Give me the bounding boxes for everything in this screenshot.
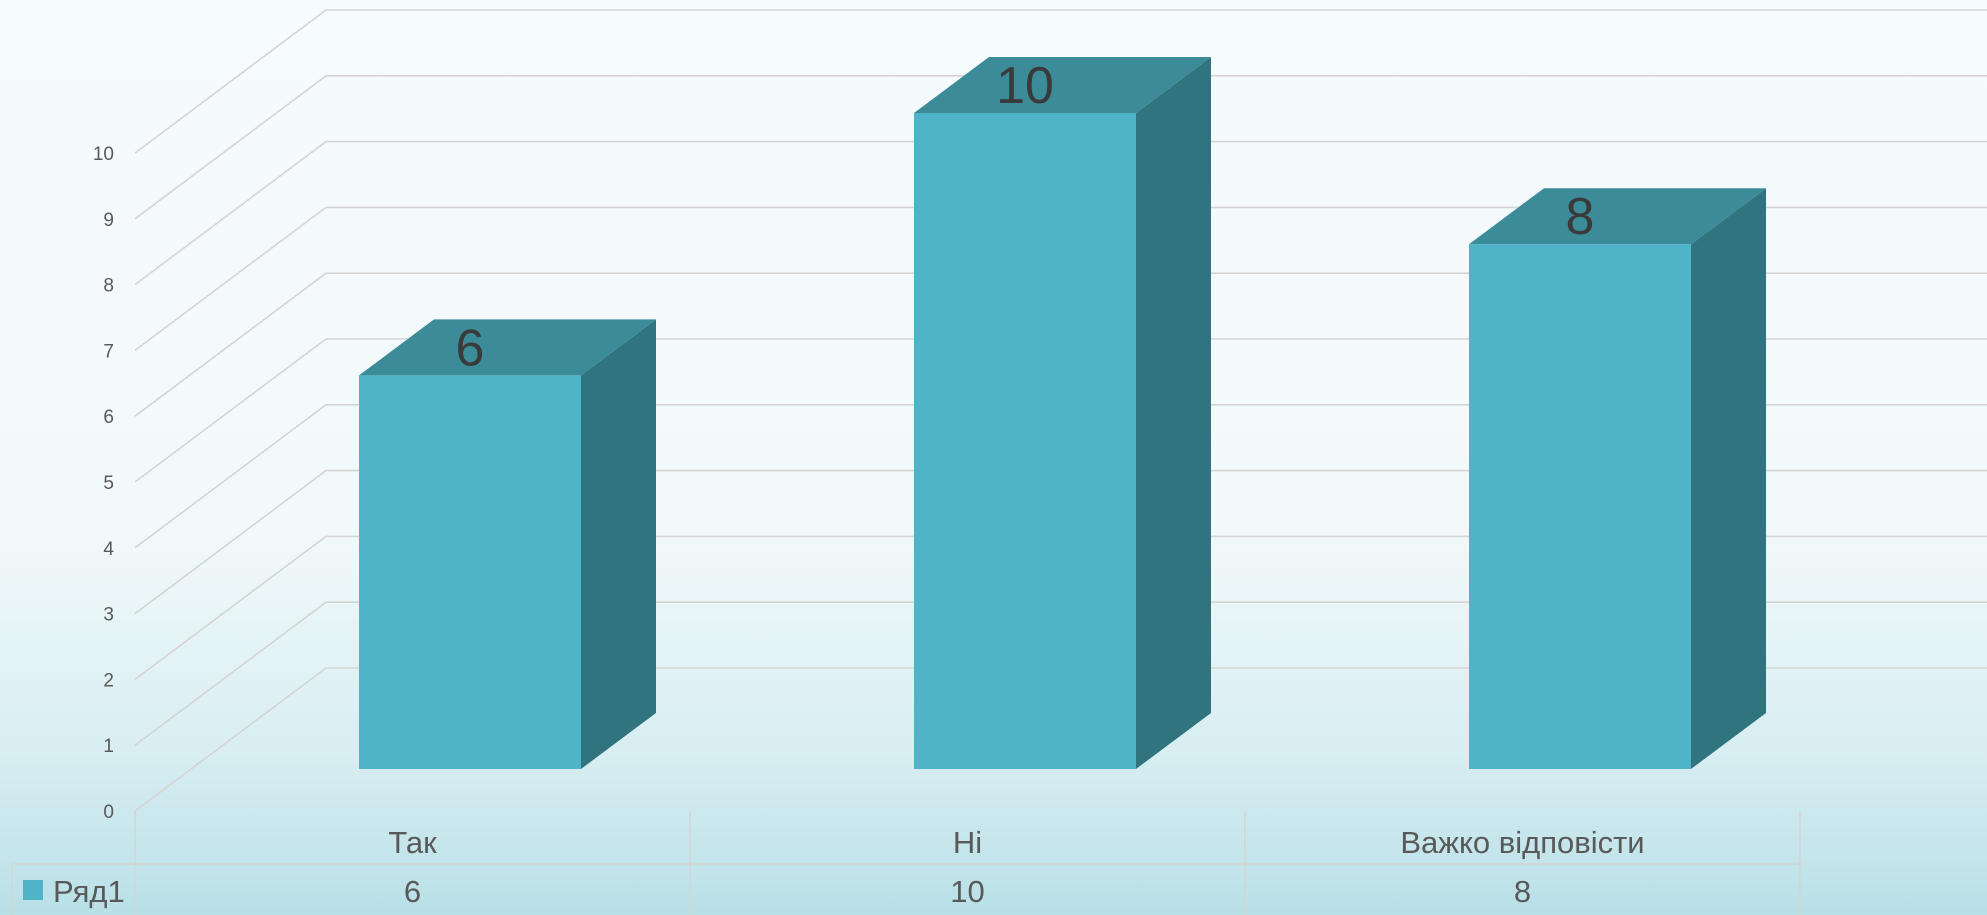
gridline (134, 535, 1987, 681)
y-tick-label: 10 (93, 144, 114, 165)
gridline (134, 206, 1987, 352)
bar-side-1 (581, 319, 656, 769)
y-tick-label: 8 (103, 276, 114, 297)
y-tick-label: 9 (103, 210, 114, 231)
data-table-cell: 10 (950, 874, 984, 909)
y-tick-label: 0 (103, 802, 114, 823)
y-tick-label: 7 (103, 341, 114, 362)
data-label-3: 8 (1566, 188, 1595, 246)
bar-side-3 (1691, 188, 1766, 769)
y-tick-label: 4 (103, 539, 114, 560)
bar-top-3 (1469, 188, 1766, 245)
x-tick-label: Так (388, 825, 437, 860)
gridline (134, 469, 1987, 615)
y-tick-label: 2 (103, 670, 114, 691)
x-tick-label: Ні (953, 825, 982, 860)
legend-key-icon (23, 880, 43, 900)
bar-1 (359, 375, 581, 769)
gridline (134, 667, 1987, 812)
gridline (134, 338, 1987, 483)
y-tick-label: 1 (103, 736, 114, 757)
y-tick-label: 5 (103, 473, 114, 494)
gridline (134, 403, 1987, 549)
gridline (134, 272, 1987, 417)
bar-top-1 (359, 319, 656, 376)
y-tick-label: 6 (103, 407, 114, 428)
legend-series-name: Ряд1 (53, 874, 125, 909)
gridline (134, 9, 1987, 154)
x-tick-label: Важко відповісти (1400, 825, 1644, 860)
data-label-2: 10 (996, 57, 1054, 115)
gridline (134, 601, 1987, 746)
bar-side-2 (1136, 57, 1211, 769)
gridline (134, 140, 1987, 286)
data-table-cell: 6 (404, 874, 421, 909)
gridline (134, 75, 1987, 220)
bar-2 (914, 113, 1136, 769)
bar-top-2 (914, 57, 1211, 113)
bar-3 (1469, 244, 1691, 769)
data-table-cell: 8 (1514, 874, 1531, 909)
y-tick-label: 3 (103, 605, 114, 626)
data-label-1: 6 (456, 319, 485, 377)
